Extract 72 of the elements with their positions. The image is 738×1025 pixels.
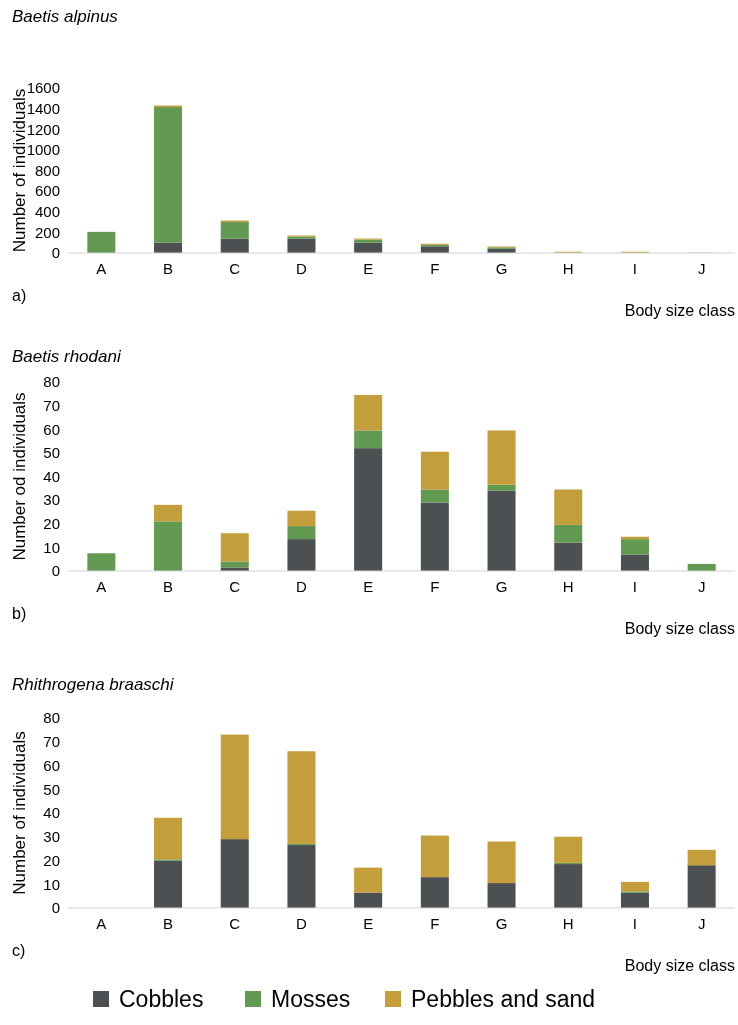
x-tick-label: F xyxy=(430,260,440,277)
text: c) xyxy=(12,942,26,959)
text: a) xyxy=(12,287,27,304)
x-tick-label: D xyxy=(296,915,308,932)
x-tick-label: B xyxy=(163,260,174,277)
y-tick-label: 50 xyxy=(43,780,60,798)
x-tick-label: G xyxy=(495,260,508,277)
y-tick-label: 400 xyxy=(34,203,60,220)
y-tick-label: 40 xyxy=(43,804,60,822)
chart-title: Rhithrogena braaschi xyxy=(12,675,175,694)
x-tick-label: F xyxy=(430,578,440,595)
x-tick-label: G xyxy=(495,578,508,595)
x-tick-label: I xyxy=(632,915,638,932)
x-tick-label: C xyxy=(229,915,241,932)
x-axis-title: Body size class xyxy=(624,957,735,974)
x-tick-label: H xyxy=(562,915,574,932)
y-tick-label: 20 xyxy=(43,851,60,869)
y-tick-label: 0 xyxy=(51,899,60,917)
y-tick-label: 80 xyxy=(43,709,60,727)
y-tick-label: 10 xyxy=(43,538,60,556)
x-tick-label: A xyxy=(96,915,107,932)
y-tick-label: 60 xyxy=(43,420,60,438)
x-tick-label: J xyxy=(697,915,706,932)
x-tick-label: G xyxy=(495,915,508,932)
y-tick-label: 70 xyxy=(43,733,60,750)
x-tick-label: F xyxy=(430,915,440,932)
y-tick-label: 1400 xyxy=(26,99,60,117)
x-tick-label: H xyxy=(562,260,574,277)
x-tick-label: D xyxy=(296,578,308,595)
y-tick-label: 0 xyxy=(51,244,60,262)
x-tick-label: H xyxy=(562,578,574,595)
x-axis-title: Body size class xyxy=(624,620,735,637)
y-tick-label: 200 xyxy=(34,223,60,241)
y-tick-label: 1200 xyxy=(26,120,60,138)
y-tick-label: 600 xyxy=(34,182,60,200)
x-tick-label: B xyxy=(163,915,174,932)
x-tick-label: A xyxy=(96,260,107,277)
x-axis-title: Body size class xyxy=(624,302,735,319)
text: b) xyxy=(12,605,27,622)
legend-label: Cobbles xyxy=(119,986,204,1013)
y-axis-title: Number of individuals xyxy=(10,731,29,895)
x-tick-label: I xyxy=(632,260,638,277)
y-tick-label: 800 xyxy=(34,161,60,179)
x-tick-label: E xyxy=(363,260,374,277)
y-tick-label: 0 xyxy=(51,562,60,580)
y-tick-label: 30 xyxy=(43,491,60,509)
x-tick-label: E xyxy=(363,578,374,595)
y-tick-label: 60 xyxy=(43,756,60,774)
chart-title: Baetis alpinus xyxy=(12,7,119,26)
y-tick-label: 10 xyxy=(43,875,60,893)
x-tick-label: J xyxy=(697,578,706,595)
x-tick-label: J xyxy=(697,260,706,277)
chart-title: Baetis rhodani xyxy=(12,347,122,366)
legend-label: Mosses xyxy=(271,986,351,1013)
y-tick-label: 20 xyxy=(43,515,60,532)
y-tick-label: 30 xyxy=(43,828,60,845)
y-tick-label: 80 xyxy=(43,373,60,391)
x-tick-label: C xyxy=(229,578,241,595)
legend-label: Pebbles and sand xyxy=(411,986,596,1013)
x-tick-label: A xyxy=(96,578,107,595)
x-tick-label: B xyxy=(163,578,174,595)
x-tick-label: D xyxy=(296,260,308,277)
y-tick-label: 1600 xyxy=(26,79,60,97)
y-axis-title: Number of individuals xyxy=(10,88,29,253)
x-tick-label: E xyxy=(363,915,374,932)
y-tick-label: 40 xyxy=(43,467,60,485)
x-tick-label: C xyxy=(229,260,241,277)
y-tick-label: 1000 xyxy=(26,141,60,159)
y-axis-title: Number od individuals xyxy=(10,392,29,561)
y-tick-label: 70 xyxy=(43,396,60,414)
y-tick-label: 50 xyxy=(43,444,60,462)
x-tick-label: I xyxy=(632,578,638,595)
